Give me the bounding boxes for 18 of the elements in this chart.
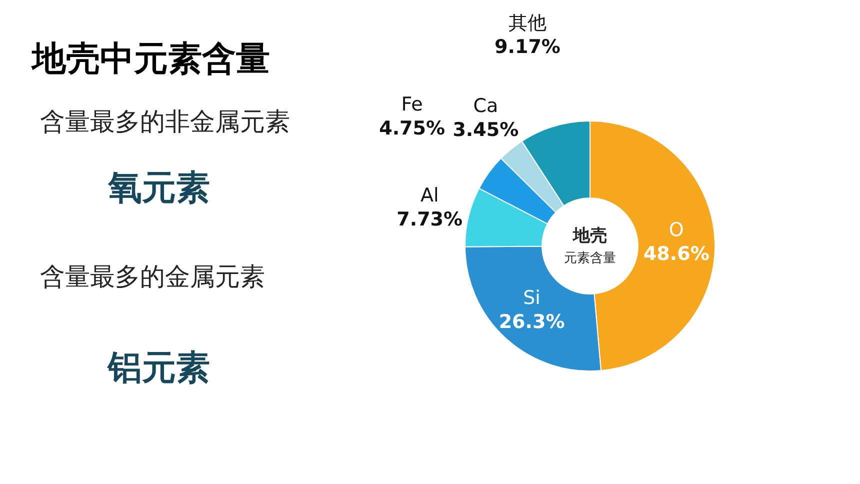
slice-label: Si xyxy=(523,286,540,309)
text: 铝元素 xyxy=(108,347,210,390)
data-label: 26.3% xyxy=(498,310,565,333)
text: 氧元素 xyxy=(108,167,210,210)
text: 含量最多的非金属元素 xyxy=(40,106,290,138)
slice-label: Fe xyxy=(401,94,423,116)
slice-label: O xyxy=(668,219,684,242)
slice-label: Al xyxy=(420,184,439,206)
data-label: 9.17% xyxy=(494,36,560,58)
data-label: 3.45% xyxy=(452,119,519,142)
data-label: 7.73% xyxy=(396,208,463,230)
text: 地壳 xyxy=(572,226,607,246)
data-label: 4.75% xyxy=(379,118,446,140)
text: 含量最多的金属元素 xyxy=(40,261,265,293)
data-label: 48.6% xyxy=(643,243,710,266)
text: 元素含量 xyxy=(564,251,616,266)
slice-label: Ca xyxy=(473,95,498,118)
text: 地壳中元素含量 xyxy=(32,38,270,81)
